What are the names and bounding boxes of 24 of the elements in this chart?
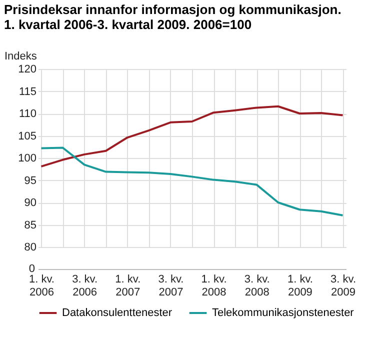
legend-label: Datakonsulenttenester [62,307,172,319]
x-tick-label: 3. kv. 2006 [72,274,98,298]
legend-label: Telekommunikasjonstenester [212,307,354,319]
y-tick-label: 80 [24,242,36,254]
y-tick-label: 95 [24,174,36,187]
x-tick-label: 3. kv. 2008 [244,274,270,298]
chart-title: Prisindeksar innanfor informasjon og kommunikasjon. 1. kvartal 2006-3. kvartal 2009. 2006=100 [4,2,342,32]
x-tick-label: 1. kv. 2009 [287,274,313,298]
line-series [40,105,344,168]
y-tick-label: 100 [18,152,36,164]
x-tick-label: 1. kv. 2007 [115,274,141,298]
x-tick-label: 3. kv. 2009 [330,274,356,298]
x-tick-label: 1. kv. 2008 [201,274,227,298]
text: 0 [28,263,35,275]
y-tick-label: 85 [24,219,36,232]
x-tick-label: 1. kv. 2006 [28,274,54,298]
y-tick-label: 120 [18,64,36,76]
y-tick-label: 90 [24,197,36,209]
y-tick-label: 115 [18,86,36,98]
y-tick-label: 105 [18,130,36,142]
x-tick-label: 3. kv. 2007 [158,274,184,298]
line-series [40,146,344,216]
y-axis-title: Indeks [4,50,38,62]
y-tick-label: 110 [18,108,36,120]
